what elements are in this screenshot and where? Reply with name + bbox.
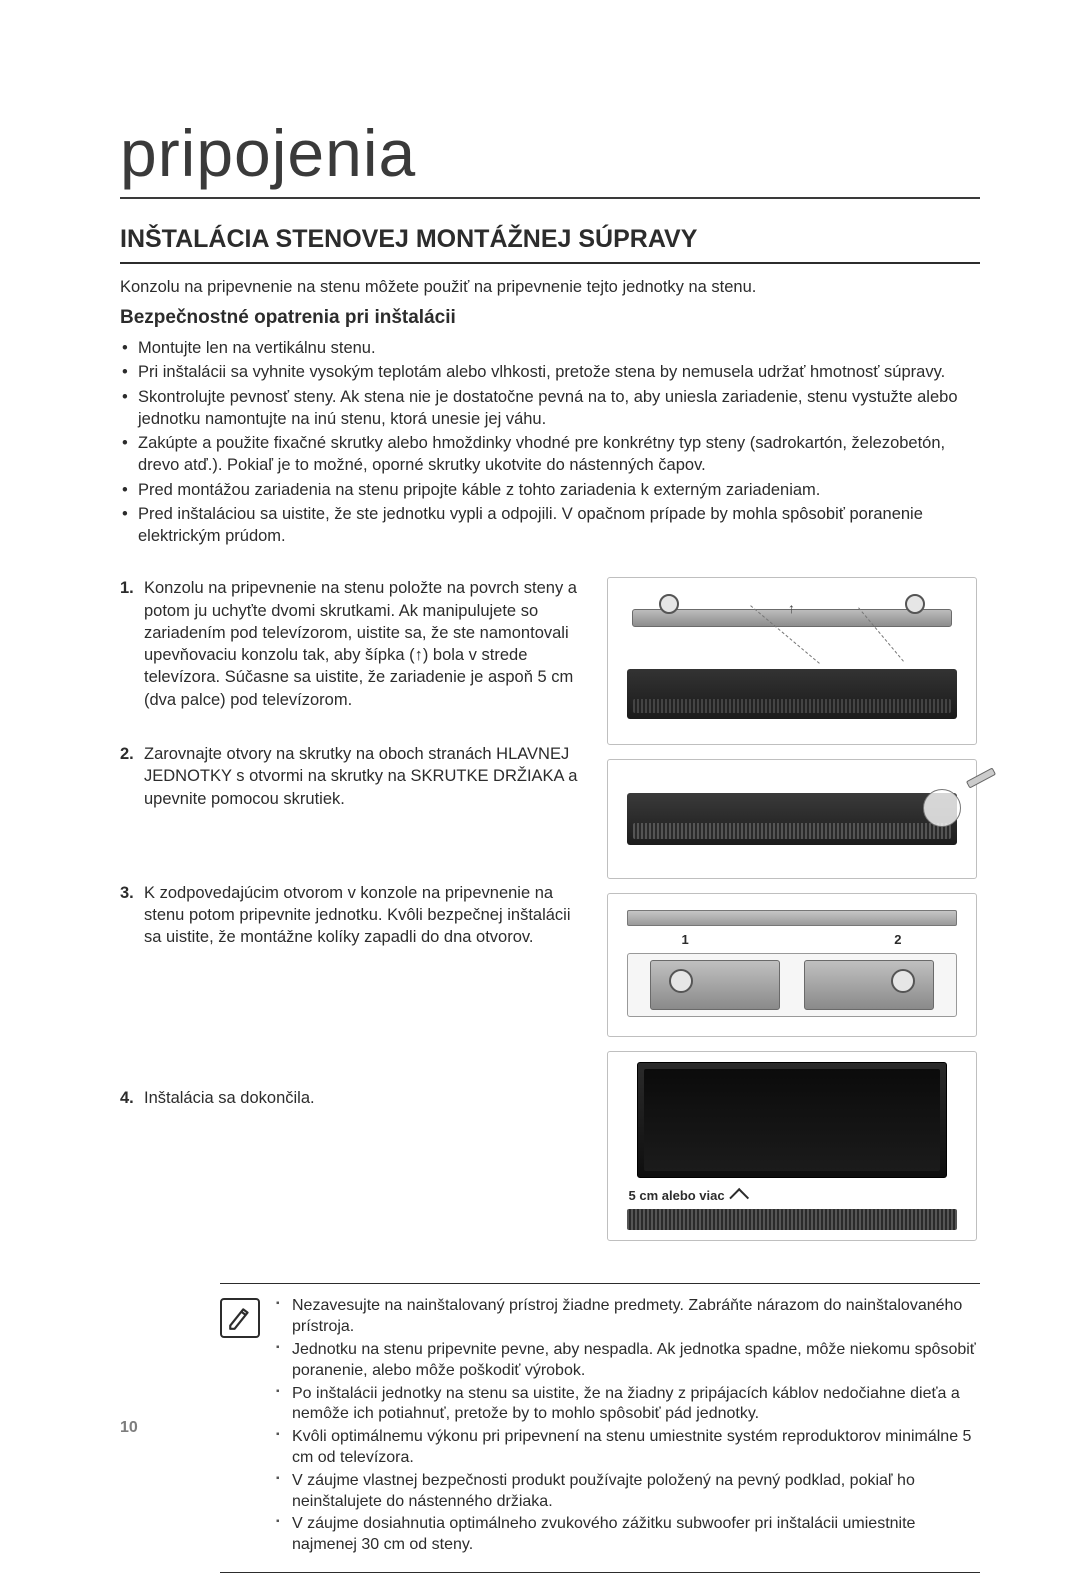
step-3: 3. K zodpovedajúcim otvorom v konzole na…	[120, 882, 585, 949]
fig4-caption: 5 cm alebo viac	[629, 1188, 725, 1203]
page-title: pripojenia	[120, 115, 980, 199]
step-text: Konzolu na pripevnenie na stenu položte …	[144, 577, 585, 711]
note-icon	[220, 1298, 260, 1338]
note-item: Kvôli optimálnemu výkonu pri pripevnení …	[276, 1427, 980, 1469]
safety-bullets: Montujte len na vertikálnu stenu. Pri in…	[120, 337, 980, 547]
notes-list: Nezavesujte na nainštalovaný prístroj ži…	[276, 1296, 980, 1558]
fig3-label-1: 1	[682, 932, 689, 947]
section-heading: INŠTALÁCIA STENOVEJ MONTÁŽNEJ SÚPRAVY	[120, 225, 980, 264]
step-text: K zodpovedajúcim otvorom v konzole na pr…	[144, 882, 585, 949]
steps-column: 1. Konzolu na pripevnenie na stenu polož…	[120, 577, 585, 1241]
note-item: Jednotku na stenu pripevnite pevne, aby …	[276, 1340, 980, 1382]
bullet-item: Zakúpte a použite fixačné skrutky alebo …	[120, 432, 980, 477]
notes-section: Nezavesujte na nainštalovaný prístroj ži…	[220, 1283, 980, 1573]
note-item: V záujme vlastnej bezpečnosti produkt po…	[276, 1471, 980, 1513]
illustration-column: ↑ 1 2 5 cm alebo viac	[603, 577, 980, 1241]
figure-1: ↑	[607, 577, 977, 745]
bullet-item: Pred montážou zariadenia na stenu pripoj…	[120, 479, 980, 501]
figure-3: 1 2	[607, 893, 977, 1037]
bullet-item: Skontrolujte pevnosť steny. Ak stena nie…	[120, 386, 980, 431]
bullet-item: Pri inštalácii sa vyhnite vysokým teplot…	[120, 361, 980, 383]
step-4: 4. Inštalácia sa dokončila.	[120, 1087, 585, 1109]
step-text: Inštalácia sa dokončila.	[144, 1087, 585, 1109]
bullet-item: Montujte len na vertikálnu stenu.	[120, 337, 980, 359]
bullet-item: Pred inštaláciou sa uistite, že ste jedn…	[120, 503, 980, 548]
figure-2	[607, 759, 977, 879]
note-item: V záujme dosiahnutia optimálneho zvukové…	[276, 1514, 980, 1556]
step-text: Zarovnajte otvory na skrutky na oboch st…	[144, 743, 585, 810]
page-number: 10	[120, 1419, 138, 1437]
up-down-arrow-icon	[729, 1188, 749, 1208]
note-item: Nezavesujte na nainštalovaný prístroj ži…	[276, 1296, 980, 1338]
figure-4: 5 cm alebo viac	[607, 1051, 977, 1241]
note-item: Po inštalácii jednotky na stenu sa uisti…	[276, 1384, 980, 1426]
fig3-label-2: 2	[894, 932, 901, 947]
intro-text: Konzolu na pripevnenie na stenu môžete p…	[120, 278, 980, 297]
step-1: 1. Konzolu na pripevnenie na stenu polož…	[120, 577, 585, 711]
safety-subheading: Bezpečnostné opatrenia pri inštalácii	[120, 307, 980, 329]
step-2: 2. Zarovnajte otvory na skrutky na oboch…	[120, 743, 585, 810]
